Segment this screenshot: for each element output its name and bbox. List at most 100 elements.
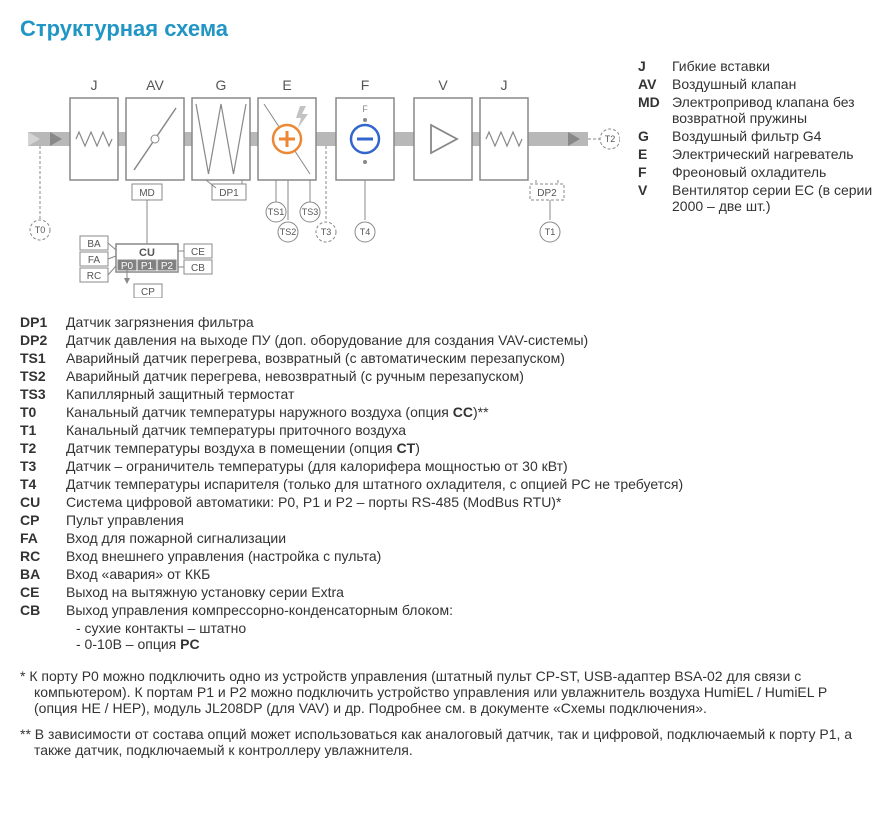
legend-key: DP2 xyxy=(20,332,66,348)
svg-text:F: F xyxy=(362,104,368,114)
legend-value: Пульт управления xyxy=(66,512,870,528)
legend-key: T4 xyxy=(20,476,66,492)
legend-row: RCВход внешнего управления (настройка с … xyxy=(20,548,870,564)
legend-key: CP xyxy=(20,512,66,528)
legend-key: TS2 xyxy=(20,368,66,384)
legend-key: J xyxy=(638,58,672,74)
footnote: * К порту P0 можно подключить одно из ус… xyxy=(20,668,870,716)
legend-key: T3 xyxy=(20,458,66,474)
svg-text:CB: CB xyxy=(191,263,205,274)
svg-text:E: E xyxy=(282,77,291,93)
svg-text:J: J xyxy=(501,77,508,93)
legend-row: FФреоновый охладитель xyxy=(638,164,878,180)
legend-key: V xyxy=(638,182,672,214)
svg-text:TS1: TS1 xyxy=(268,207,285,217)
legend-row: CBВыход управления компрессорно-конденса… xyxy=(20,602,870,618)
legend-key: RC xyxy=(20,548,66,564)
legend-row: DP2Датчик давления на выходе ПУ (доп. об… xyxy=(20,332,870,348)
svg-text:F: F xyxy=(361,77,370,93)
legend-key: CB xyxy=(20,602,66,618)
svg-text:TS3: TS3 xyxy=(302,207,319,217)
legend-value: Система цифровой автоматики: P0, P1 и P2… xyxy=(66,494,870,510)
legend-row: CUСистема цифровой автоматики: P0, P1 и … xyxy=(20,494,870,510)
legend-row: T0Канальный датчик температуры наружного… xyxy=(20,404,870,420)
svg-text:BA: BA xyxy=(87,239,101,250)
legend-subline: - 0-10В – опция PC xyxy=(76,636,870,652)
legend-key: T2 xyxy=(20,440,66,456)
svg-text:T0: T0 xyxy=(35,225,46,235)
legend-key: T1 xyxy=(20,422,66,438)
legend-row: T4Датчик температуры испарителя (только … xyxy=(20,476,870,492)
svg-text:MD: MD xyxy=(139,188,155,199)
legend-value: Воздушный клапан xyxy=(672,76,878,92)
legend-row: T1Канальный датчик температуры приточног… xyxy=(20,422,870,438)
legend-value: Датчик температуры воздуха в помещении (… xyxy=(66,440,870,456)
legend-row: GВоздушный фильтр G4 xyxy=(638,128,878,144)
legend-key: TS3 xyxy=(20,386,66,402)
svg-text:CP: CP xyxy=(141,287,155,298)
footnotes: * К порту P0 можно подключить одно из ус… xyxy=(20,668,870,758)
legend-value: Датчик давления на выходе ПУ (доп. обору… xyxy=(66,332,870,348)
legend-value: Вход внешнего управления (настройка с пу… xyxy=(66,548,870,564)
legend-value: Капиллярный защитный термостат xyxy=(66,386,870,402)
legend-row: EЭлектрический нагреватель xyxy=(638,146,878,162)
legend-key: TS1 xyxy=(20,350,66,366)
legend-value: Датчик – ограничитель температуры (для к… xyxy=(66,458,870,474)
legend-value: Электропривод клапана без возвратной пру… xyxy=(672,94,878,126)
page-title: Структурная схема xyxy=(20,16,870,42)
legend-key: E xyxy=(638,146,672,162)
structural-diagram: JAVGEFFVJMDDP1T0TS1TS2TS3T3T4DP2T1T2BAFA… xyxy=(20,58,620,298)
legend-row: VВентилятор серии EC (в серии 2000 – две… xyxy=(638,182,878,214)
svg-text:G: G xyxy=(216,77,227,93)
legend-value: Вентилятор серии EC (в серии 2000 – две … xyxy=(672,182,878,214)
legend-key: DP1 xyxy=(20,314,66,330)
svg-text:CU: CU xyxy=(139,247,155,259)
legend-row: DP1Датчик загрязнения фильтра xyxy=(20,314,870,330)
legend-key: BA xyxy=(20,566,66,582)
legend-row: MDЭлектропривод клапана без возвратной п… xyxy=(638,94,878,126)
legend-key: MD xyxy=(638,94,672,126)
legend-key: G xyxy=(638,128,672,144)
legend-row: JГибкие вставки xyxy=(638,58,878,74)
svg-text:P2: P2 xyxy=(161,261,174,272)
svg-text:CE: CE xyxy=(191,247,205,258)
legend-key: T0 xyxy=(20,404,66,420)
footnote: ** В зависимости от состава опций может … xyxy=(20,726,870,758)
legend-value: Воздушный фильтр G4 xyxy=(672,128,878,144)
svg-text:FA: FA xyxy=(88,255,101,266)
svg-text:TS2: TS2 xyxy=(280,227,297,237)
svg-text:DP2: DP2 xyxy=(537,188,557,199)
svg-text:J: J xyxy=(91,77,98,93)
legend-row: T3Датчик – ограничитель температуры (для… xyxy=(20,458,870,474)
svg-text:V: V xyxy=(438,77,448,93)
svg-text:P1: P1 xyxy=(141,261,154,272)
legend-key: CU xyxy=(20,494,66,510)
legend-row: CPПульт управления xyxy=(20,512,870,528)
legend-subline: - сухие контакты – штатно xyxy=(76,620,870,636)
legend-value: Выход на вытяжную установку серии Extra xyxy=(66,584,870,600)
legend-key: AV xyxy=(638,76,672,92)
legend-value: Аварийный датчик перегрева, возвратный (… xyxy=(66,350,870,366)
legend-row: AVВоздушный клапан xyxy=(638,76,878,92)
legend-value: Вход «авария» от ККБ xyxy=(66,566,870,582)
legend-row: T2Датчик температуры воздуха в помещении… xyxy=(20,440,870,456)
svg-text:RC: RC xyxy=(87,271,101,282)
svg-text:T2: T2 xyxy=(605,134,616,144)
legend-value: Вход для пожарной сигнализации xyxy=(66,530,870,546)
legend-row: CEВыход на вытяжную установку серии Extr… xyxy=(20,584,870,600)
legend-value: Электрический нагреватель xyxy=(672,146,878,162)
legend-value: Аварийный датчик перегрева, невозвратный… xyxy=(66,368,870,384)
legend-row: TS1Аварийный датчик перегрева, возвратны… xyxy=(20,350,870,366)
legend-key: F xyxy=(638,164,672,180)
legend-value: Канальный датчик температуры наружного в… xyxy=(66,404,870,420)
svg-text:AV: AV xyxy=(146,77,164,93)
legend-value: Датчик загрязнения фильтра xyxy=(66,314,870,330)
legend-row: TS3Капиллярный защитный термостат xyxy=(20,386,870,402)
legend-value: Датчик температуры испарителя (только дл… xyxy=(66,476,870,492)
legend-row: TS2Аварийный датчик перегрева, невозврат… xyxy=(20,368,870,384)
svg-text:T1: T1 xyxy=(545,227,556,237)
legend-key: FA xyxy=(20,530,66,546)
legend-value: Выход управления компрессорно-конденсато… xyxy=(66,602,870,618)
legend-value: Гибкие вставки xyxy=(672,58,878,74)
legend-row: FAВход для пожарной сигнализации xyxy=(20,530,870,546)
